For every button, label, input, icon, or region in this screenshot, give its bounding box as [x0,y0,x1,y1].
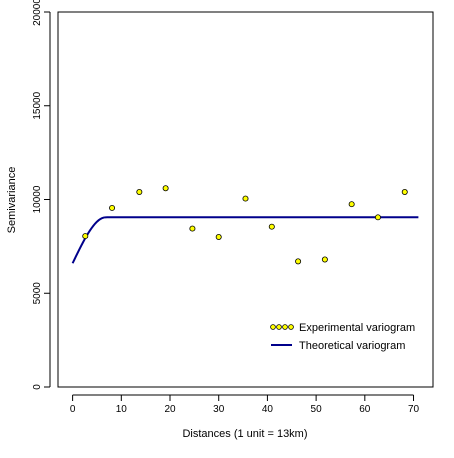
experimental-point [321,256,328,263]
y-tick-label: 0 [32,384,43,390]
experimental-point [215,233,222,240]
experimental-point [268,223,275,230]
experimental-point [189,225,196,232]
experimental-point [242,195,249,202]
legend-point-symbol [282,324,288,330]
y-tick-label: 10000 [32,185,43,213]
y-tick-label: 5000 [32,282,43,305]
x-tick-label: 0 [70,404,76,415]
experimental-point [82,233,89,240]
x-tick-label: 10 [116,404,128,415]
series-layer [71,185,419,265]
experimental-point [374,214,381,221]
y-tick-label: 20000 [32,0,43,26]
y-tick-label: 15000 [32,91,43,119]
experimental-point [348,201,355,208]
y-axis: 0 5000 10000 15000 20000 [32,0,51,390]
legend-label-theoretical: Theoretical variogram [299,340,405,352]
experimental-point [401,188,408,195]
legend-point-symbol [276,324,282,330]
y-axis-title: Semivariance [6,167,18,234]
plot-area-frame [57,11,434,388]
legend-point-symbol [270,324,276,330]
legend-label-experimental: Experimental variogram [299,322,415,334]
x-axis: 0 10 20 30 40 50 60 70 [70,394,420,415]
x-tick-label: 20 [164,404,176,415]
x-tick-label: 30 [213,404,225,415]
experimental-point [136,188,143,195]
legend: Experimental variogram Theoretical variog… [270,322,415,352]
x-tick-label: 50 [311,404,323,415]
experimental-point [162,185,169,192]
experimental-point [295,258,302,265]
x-tick-label: 60 [359,404,371,415]
theoretical-variogram-line [71,216,419,264]
legend-point-symbol [288,324,294,330]
x-tick-label: 70 [408,404,420,415]
x-tick-label: 40 [262,404,274,415]
x-axis-title: Distances (1 unit = 13km) [182,428,307,440]
experimental-point [109,204,116,211]
